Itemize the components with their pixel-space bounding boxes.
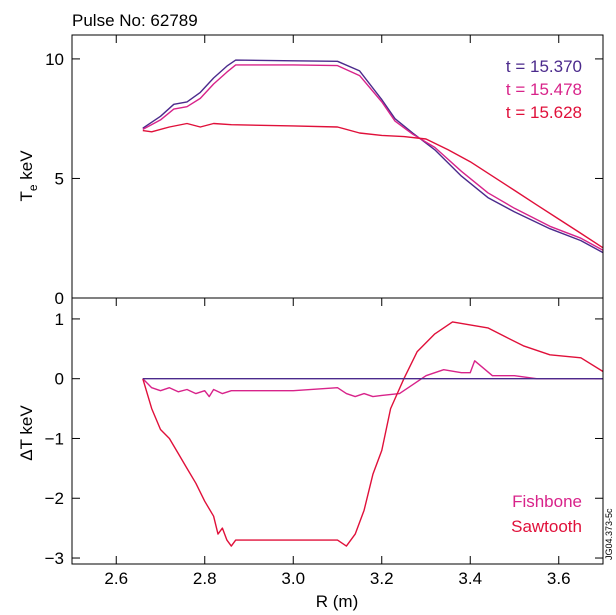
dt-series [142, 321, 604, 547]
te-series-line-2 [142, 122, 604, 249]
xtick-label: 2.6 [104, 569, 128, 588]
dt-series-line-0 [142, 360, 603, 398]
te-ytick-label: 10 [45, 50, 64, 69]
xtick-label: 3.2 [370, 569, 394, 588]
dt-series-line-1 [142, 321, 604, 547]
xtick-label: 3.4 [458, 569, 482, 588]
te-axis-label-main: T [17, 191, 36, 201]
dt-frame [71, 297, 604, 565]
dt-ytick-label: 0 [55, 370, 64, 389]
te-series-line-0 [142, 59, 604, 254]
dt-ytick-label: 1 [55, 310, 64, 329]
legend-entry-t3: t = 15.628 [506, 103, 582, 122]
legend-entry-t1: t = 15.370 [506, 57, 582, 76]
pulse-label: Pulse No: 62789 [72, 11, 198, 30]
xtick-label: 3.0 [281, 569, 305, 588]
legend-entry-sawtooth: Sawtooth [511, 517, 582, 536]
dt-legend: Fishbone Sawtooth [511, 492, 582, 536]
dt-ytick-label: −3 [45, 549, 64, 568]
legend-entry-t2: t = 15.478 [506, 80, 582, 99]
te-ticks: 0 5 10 [45, 50, 603, 308]
legend-entry-fishbone: Fishbone [512, 492, 582, 511]
dt-ticks: 10−1−2−32.6 2.8 3.0 3.2 3.4 3.6 [45, 35, 603, 588]
te-legend: t = 15.370 t = 15.478 t = 15.628 [506, 57, 582, 122]
te-axis-label-unit: keV [17, 150, 36, 185]
dt-ytick-label: −1 [45, 429, 64, 448]
te-ytick-label: 0 [55, 289, 64, 308]
te-panel: 0 5 10 Te keV t = 15.370 t = 15.478 t = 15… [17, 34, 604, 308]
dt-axis-label: ΔT keV [17, 405, 36, 461]
te-axis-label: Te keV [17, 150, 40, 202]
xtick-label: 2.8 [193, 569, 217, 588]
te-series-line-1 [142, 64, 604, 251]
dt-ytick-label: −2 [45, 489, 64, 508]
te-ytick-label: 5 [55, 169, 64, 188]
x-axis-label: R (m) [316, 592, 358, 611]
figure-code: JG04.373-5c [604, 508, 614, 560]
te-series [142, 59, 604, 254]
te-axis-label-sub: e [26, 184, 40, 191]
dt-panel: 10−1−2−32.6 2.8 3.0 3.2 3.4 3.6 ΔT keV R (m) … [17, 35, 604, 611]
xtick-label: 3.6 [547, 569, 571, 588]
